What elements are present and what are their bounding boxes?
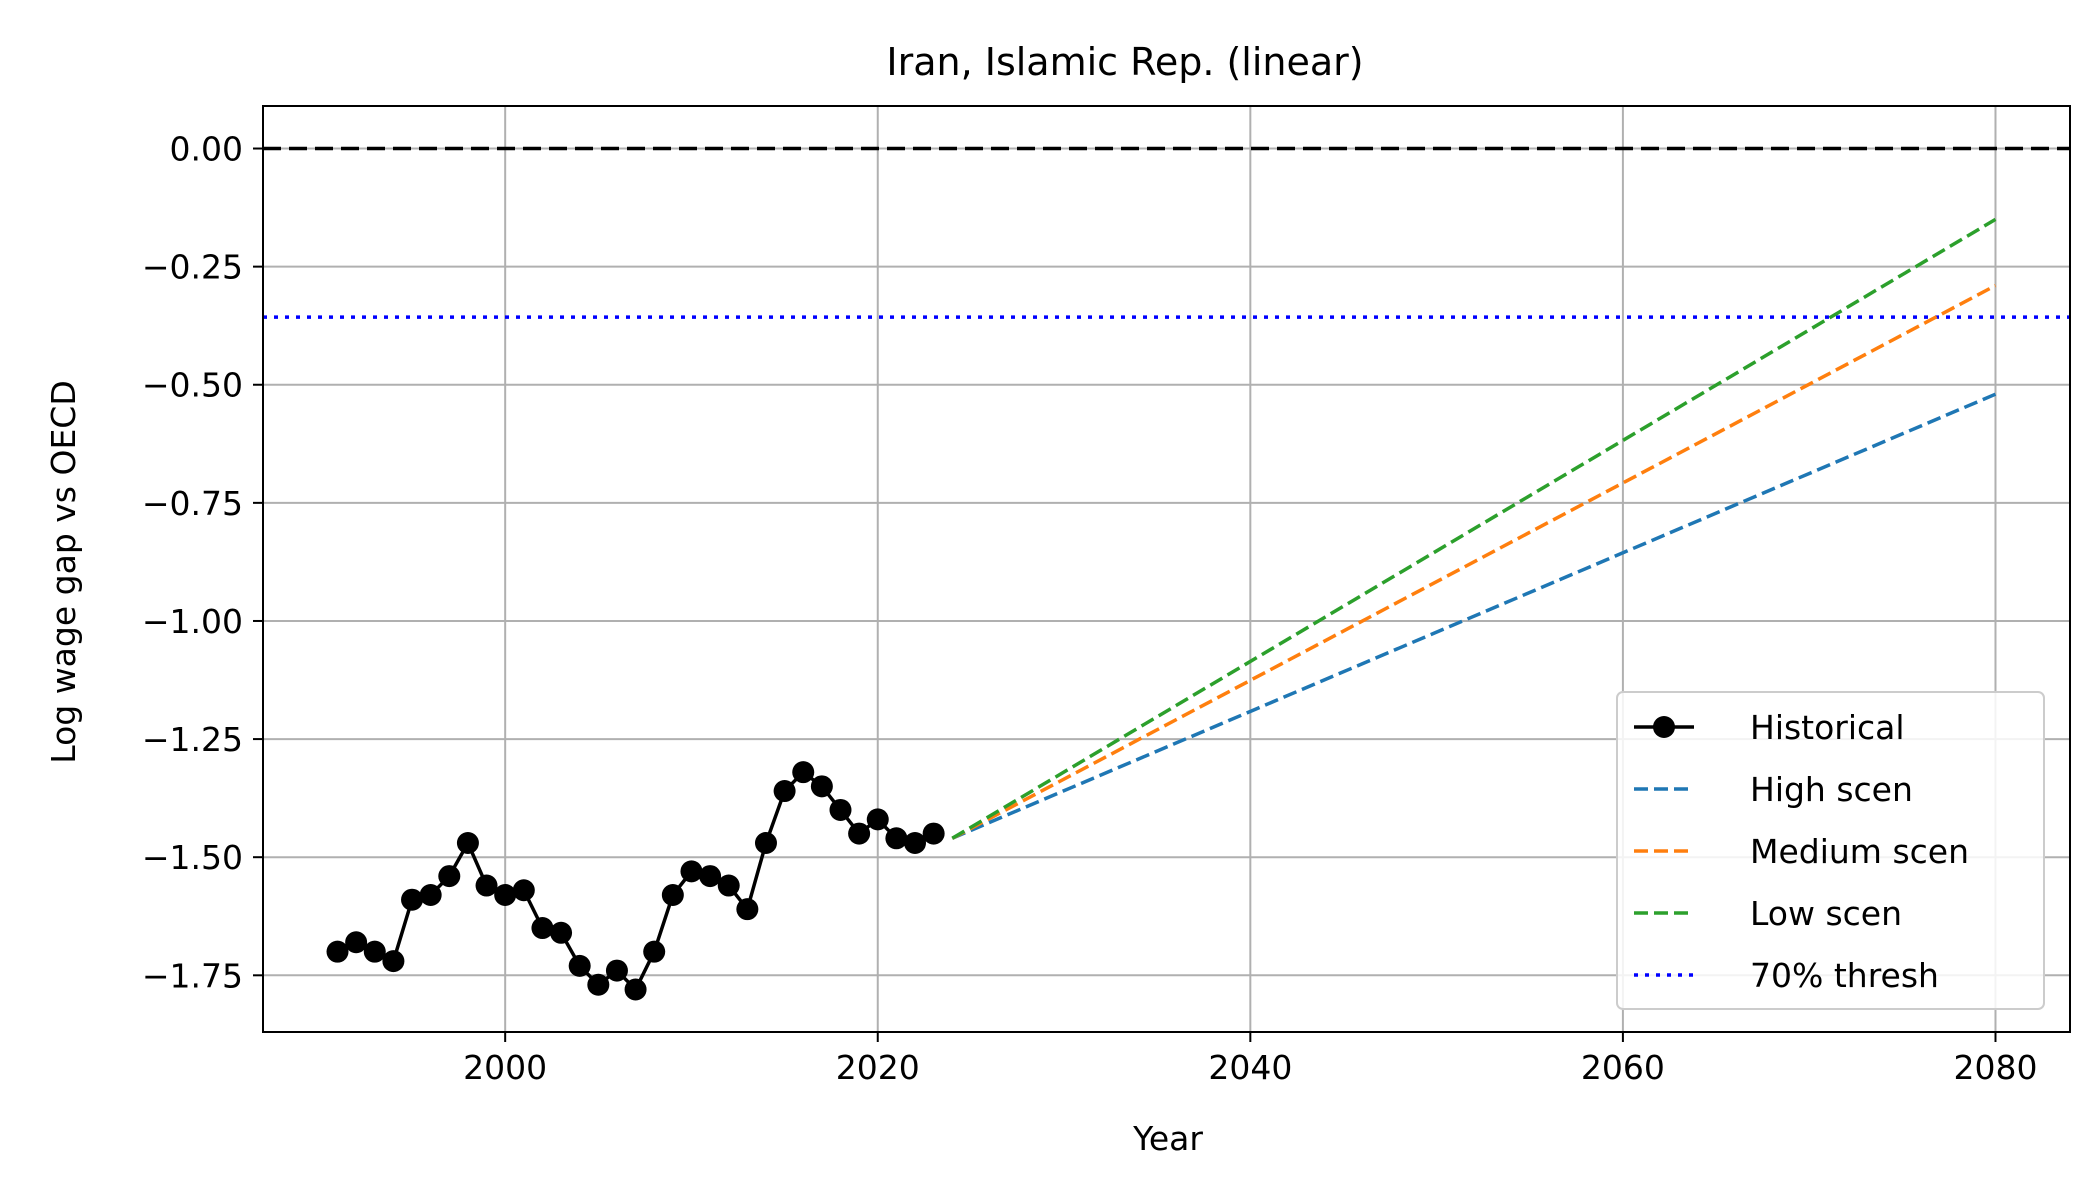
series-line-high-scen — [951, 392, 1997, 840]
reference-lines — [263, 146, 2070, 319]
axis-ticks: 2000 2020 2040 2060 2080 0.00 −0.25 −0.50 −0.75 −… — [142, 130, 2038, 1087]
data-point — [587, 973, 610, 996]
data-point — [736, 898, 759, 921]
data-point — [810, 775, 833, 798]
x-tick-label: 2080 — [1953, 1048, 2037, 1087]
data-point — [848, 822, 871, 845]
y-tick-label: −1.25 — [142, 720, 243, 759]
series-line-medium-scen — [951, 283, 1997, 840]
y-tick-label: −0.25 — [142, 248, 243, 287]
series-line-low-scen — [951, 217, 1997, 840]
y-axis-label: Log wage gap vs OECD — [44, 380, 83, 763]
data-point — [866, 808, 889, 831]
data-point — [382, 950, 405, 973]
data-point — [605, 959, 628, 982]
data-point — [419, 883, 442, 906]
y-tick-label: −1.50 — [142, 838, 243, 877]
legend-label: Medium scen — [1750, 832, 1969, 871]
x-tick-label: 2020 — [836, 1048, 920, 1087]
y-tick-label: −0.50 — [142, 366, 243, 405]
data-point — [512, 879, 535, 902]
plot-frame — [262, 105, 2071, 1033]
data-point — [568, 954, 591, 977]
data-point — [792, 761, 815, 784]
data-point — [699, 865, 722, 888]
data-point — [773, 780, 796, 803]
series-layer — [326, 217, 1997, 1001]
data-point — [475, 874, 498, 897]
legend-label: High scen — [1750, 770, 1913, 809]
data-point — [494, 883, 517, 906]
data-point — [717, 874, 740, 897]
x-tick-label: 2060 — [1581, 1048, 1665, 1087]
y-tick-label: −1.00 — [142, 602, 243, 641]
x-tick-label: 2040 — [1208, 1048, 1292, 1087]
data-point — [326, 940, 349, 963]
y-tick-label: 0.00 — [170, 130, 243, 169]
data-point — [624, 978, 647, 1001]
y-tick-label: −0.75 — [142, 484, 243, 523]
data-point — [550, 921, 573, 944]
data-point — [754, 832, 777, 855]
legend-label: 70% thresh — [1750, 956, 1939, 995]
data-point — [401, 888, 424, 911]
y-tick-label: −1.75 — [142, 956, 243, 995]
data-point — [829, 798, 852, 821]
data-point — [680, 860, 703, 883]
data-point — [345, 931, 368, 954]
data-point — [456, 832, 479, 855]
data-point — [438, 865, 461, 888]
data-point — [922, 822, 945, 845]
data-point — [643, 940, 666, 963]
data-point — [363, 940, 386, 963]
legend-box — [1616, 691, 2045, 1010]
data-point — [661, 883, 684, 906]
x-axis-label: Year — [1132, 1119, 1203, 1158]
data-point — [885, 827, 908, 850]
legend-marker — [1653, 716, 1675, 738]
legend-label: Low scen — [1750, 894, 1902, 933]
data-point — [904, 832, 927, 855]
data-point — [531, 917, 554, 940]
legend-label: Historical — [1750, 708, 1905, 747]
legend: Historical High scen Medium scen Low scen 70… — [1616, 691, 2045, 1010]
x-tick-label: 2000 — [463, 1048, 547, 1087]
chart-title: Iran, Islamic Rep. (linear) — [886, 40, 1363, 84]
